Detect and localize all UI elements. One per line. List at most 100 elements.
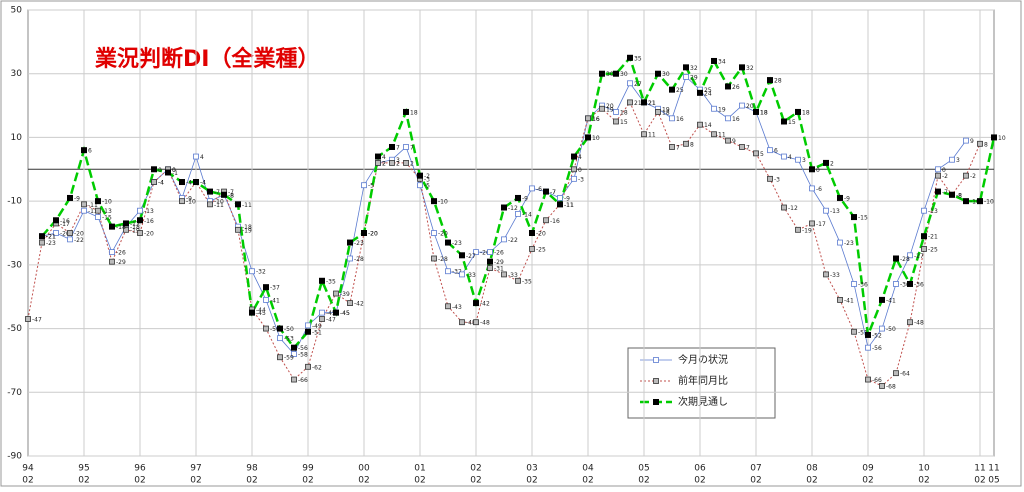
data-label: 15 — [620, 119, 628, 126]
point — [655, 70, 661, 77]
point — [109, 223, 115, 230]
point — [795, 156, 801, 163]
data-label: -26 — [116, 250, 126, 257]
point — [263, 296, 269, 303]
data-label: -4 — [158, 180, 164, 187]
x-tick-label: 02 — [470, 476, 481, 486]
data-label: 19 — [606, 106, 614, 113]
data-label: -11 — [88, 202, 98, 209]
data-label: -50 — [270, 326, 280, 333]
point — [473, 300, 479, 307]
data-label: -20 — [368, 231, 378, 238]
data-label: -1 — [172, 170, 178, 177]
point — [347, 239, 353, 246]
point — [767, 175, 773, 182]
point — [725, 83, 731, 90]
data-label: -13 — [144, 208, 154, 215]
point — [67, 194, 73, 201]
data-label: -10 — [438, 199, 448, 206]
data-label: 0 — [158, 167, 162, 174]
point — [501, 204, 507, 211]
point — [501, 271, 507, 278]
point — [389, 143, 395, 150]
point — [95, 214, 101, 220]
point — [123, 220, 129, 227]
point — [67, 230, 73, 236]
point — [893, 370, 899, 377]
data-label: 0 — [172, 167, 176, 174]
point — [907, 280, 913, 287]
x-tick-label: 02 — [526, 476, 537, 486]
data-label: -16 — [60, 218, 70, 225]
point — [627, 80, 633, 87]
data-label: 19 — [718, 106, 726, 113]
data-label: -7 — [942, 189, 948, 196]
data-label: -36 — [914, 281, 924, 288]
y-tick-label: -10 — [7, 197, 22, 207]
point — [697, 121, 703, 128]
data-label: 32 — [746, 65, 754, 72]
y-tick-label: -30 — [7, 260, 22, 270]
data-label: -11 — [214, 202, 224, 209]
data-label: 18 — [620, 109, 628, 116]
point — [653, 357, 659, 363]
point — [431, 198, 437, 205]
x-tick-label: 02 — [694, 476, 705, 486]
data-label: -45 — [326, 310, 336, 317]
point — [767, 147, 773, 154]
data-label: -50 — [886, 326, 896, 333]
x-tick-label: 02 — [246, 476, 257, 486]
point — [25, 316, 31, 322]
data-label: -21 — [46, 234, 56, 241]
data-label: -33 — [830, 272, 840, 279]
data-label: -19 — [802, 227, 812, 234]
point — [389, 160, 395, 166]
data-label: 20 — [606, 103, 614, 110]
point — [669, 144, 675, 150]
data-label: -16 — [550, 218, 560, 225]
point — [403, 144, 409, 150]
point — [753, 108, 759, 115]
data-label: 18 — [410, 109, 418, 116]
point — [585, 115, 591, 122]
data-label: -18 — [242, 224, 252, 231]
point — [683, 140, 689, 147]
point — [529, 185, 535, 192]
point — [907, 319, 913, 326]
data-label: -29 — [494, 259, 504, 266]
data-label: -11 — [242, 202, 252, 209]
x-tick-label: 02 — [638, 476, 649, 486]
point — [725, 137, 731, 144]
point — [753, 150, 759, 157]
point — [963, 137, 969, 144]
x-tick-label: 03 — [526, 464, 537, 474]
data-label: -9 — [844, 195, 850, 202]
point — [207, 201, 213, 208]
data-label: 21 — [648, 100, 656, 107]
data-label: -22 — [74, 237, 84, 244]
point — [501, 236, 507, 243]
data-label: -26 — [494, 250, 504, 257]
point — [403, 108, 409, 115]
point — [613, 109, 619, 115]
point — [893, 281, 899, 287]
x-tick-label: 95 — [78, 464, 89, 474]
data-label: 28 — [774, 78, 782, 85]
point — [291, 344, 297, 351]
data-label: -17 — [60, 221, 70, 228]
x-tick-label: 02 — [414, 476, 425, 486]
data-label: -44 — [256, 307, 266, 314]
data-label: 4 — [200, 154, 204, 161]
data-label: -42 — [354, 301, 364, 308]
data-label: -41 — [844, 297, 854, 304]
data-label: 3 — [956, 157, 960, 164]
point — [963, 172, 969, 179]
data-label: 7 — [746, 144, 750, 151]
point — [375, 160, 381, 166]
point — [543, 217, 549, 224]
point — [445, 239, 451, 246]
data-label: -16 — [144, 218, 154, 225]
point — [249, 309, 255, 316]
data-label: -13 — [928, 208, 938, 215]
